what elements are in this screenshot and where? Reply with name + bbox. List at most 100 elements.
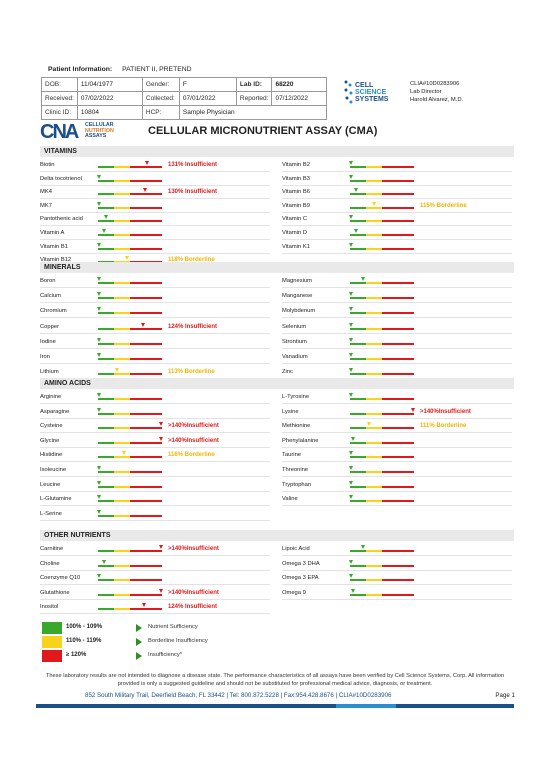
- legend-range: ≥ 120%: [66, 652, 87, 658]
- legend-description: Insufficiency*: [148, 652, 183, 658]
- nutrient-status: 118% Borderline: [168, 257, 215, 264]
- level-marker: [349, 307, 354, 312]
- nutrient-name: Omega 3 DHA: [282, 560, 320, 567]
- level-bar: [98, 188, 162, 196]
- level-bar: [349, 353, 414, 360]
- nutrient-name: Lysine: [282, 408, 299, 415]
- level-marker: [97, 292, 102, 297]
- nutrient-name: Biotin: [40, 162, 55, 168]
- nutrient-name: Isoleucine: [40, 467, 67, 473]
- nutrient-row: Cysteine >140%Insufficient: [40, 419, 270, 433]
- level-bar: [349, 574, 414, 582]
- received-value: 07/02/2022: [76, 91, 143, 106]
- footer-band: [36, 704, 336, 708]
- row-divider: [40, 239, 270, 240]
- nutrient-name: Vitamin B2: [282, 162, 310, 168]
- nutrient-name: MK4: [40, 189, 52, 196]
- level-bar: [98, 451, 162, 459]
- row-divider: [282, 476, 512, 477]
- row-divider: [40, 347, 270, 349]
- row-divider: [282, 317, 512, 319]
- nutrient-row: Phenylalanine: [282, 434, 512, 448]
- level-marker: [102, 559, 107, 564]
- level-marker: [349, 495, 354, 500]
- nutrient-row: Histidine 116% Borderline: [40, 448, 270, 462]
- level-bar: [350, 229, 414, 236]
- nutrient-status: >140%Insufficient: [168, 423, 219, 430]
- level-bar: [350, 436, 414, 444]
- row-divider: [40, 403, 270, 404]
- legend-row: 100% - 109% Nutrient Sufficiency: [40, 622, 514, 634]
- nutrient-row: Asparagine: [40, 405, 270, 419]
- cell-science-logo: CELL SCIENCE SYSTEMS: [343, 76, 403, 110]
- nutrient-name: Chromium: [40, 308, 67, 315]
- level-bar: [350, 188, 414, 196]
- nutrient-name: Coenzyme Q10: [40, 575, 81, 582]
- nutrient-status: 131% Insufficient: [168, 162, 218, 168]
- level-bar: [349, 559, 414, 567]
- nutrient-row: Omega 3 EPA: [282, 571, 512, 585]
- level-marker: [97, 201, 102, 206]
- row-divider: [40, 505, 270, 507]
- patient-info-heading: Patient Information: PATIENT II, PRETEND: [48, 66, 515, 73]
- row-divider: [282, 302, 512, 304]
- nutrient-status: 124% Insufficient: [168, 323, 218, 330]
- row-divider: [40, 432, 270, 434]
- level-bar: [98, 215, 162, 223]
- clinic-value: 10804: [76, 105, 143, 120]
- row-divider: [40, 490, 270, 492]
- level-marker: [97, 242, 102, 247]
- legend-description: Borderline Insufficiency: [148, 638, 208, 644]
- nutrient-row: Vitamin B3: [282, 172, 512, 186]
- dob-value: 11/04/1977: [76, 77, 143, 92]
- nutrient-row: Lysine >140%Insufficient: [282, 405, 512, 419]
- level-bar: [97, 407, 162, 415]
- level-marker: [141, 322, 146, 327]
- level-bar: [350, 407, 415, 415]
- nutrient-row: Chromium: [40, 304, 270, 318]
- level-marker: [142, 603, 147, 608]
- nutrient-status: 124% Insufficient: [168, 604, 218, 611]
- row-divider: [282, 403, 512, 404]
- level-bar: [97, 277, 162, 284]
- level-bar: [349, 174, 414, 182]
- labid-label: Lab ID:: [235, 77, 273, 92]
- legend-swatch: [42, 650, 62, 662]
- clinic-label: Clinic ID:: [41, 105, 78, 120]
- nutrient-name: Asparagine: [40, 408, 70, 415]
- nutrient-name: Phenylalanine: [282, 437, 319, 444]
- level-marker: [97, 466, 102, 470]
- level-bar: [97, 337, 162, 345]
- gender-label: Gender:: [141, 77, 180, 92]
- nutrient-name: Iodine: [40, 338, 56, 345]
- legend-description: Nutrient Sufficiency: [148, 624, 198, 630]
- nutrient-row: Vitamin C: [282, 212, 512, 226]
- dob-label: DOB:: [41, 77, 78, 92]
- row-divider: [282, 584, 512, 586]
- level-bar: [349, 480, 414, 488]
- nutrient-row: Delta tocotrienol: [40, 172, 270, 186]
- nutrient-row: Vitamin B2: [282, 158, 512, 172]
- nutrient-name: Vitamin B1: [40, 243, 68, 250]
- nutrient-name: Vitamin B12: [40, 257, 72, 264]
- level-marker: [124, 256, 129, 261]
- level-marker: [349, 215, 354, 220]
- level-bar: [349, 322, 414, 330]
- nutrient-row: Vitamin A: [40, 226, 270, 240]
- row-divider: [282, 287, 512, 288]
- nutrient-status: >140%Insufficient: [168, 546, 219, 552]
- level-marker: [349, 242, 354, 247]
- row-divider: [40, 287, 270, 288]
- row-divider: [282, 555, 512, 556]
- row-divider: [40, 584, 270, 586]
- nutrient-row: Taurine: [282, 448, 512, 462]
- level-bar: [98, 422, 163, 430]
- level-bar: [97, 480, 162, 488]
- row-divider: [40, 476, 270, 477]
- nutrient-status: >140%Insufficient: [168, 589, 219, 596]
- row-divider: [282, 505, 512, 507]
- nutrient-name: Glycine: [40, 437, 60, 444]
- level-marker: [97, 495, 102, 500]
- legend-swatch: [42, 636, 62, 648]
- nutrient-row: Boron: [40, 274, 270, 288]
